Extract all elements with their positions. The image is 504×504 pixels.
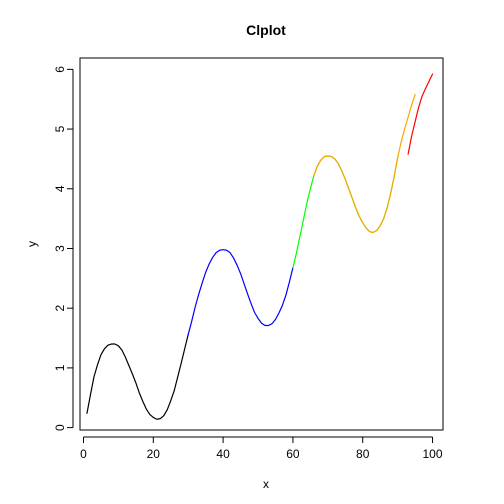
- x-tick-label: 0: [80, 447, 87, 461]
- y-tick-label: 2: [53, 305, 67, 312]
- series-group: [86, 73, 434, 420]
- y-tick-label: 4: [53, 185, 67, 192]
- x-tick-label: 80: [356, 447, 370, 461]
- x-tick-label: 100: [423, 447, 443, 461]
- chart-title: Clplot: [246, 22, 286, 38]
- series-line-2: [187, 249, 294, 336]
- y-tick-label: 5: [53, 125, 67, 132]
- series-line-4: [313, 93, 416, 233]
- y-axis-label: y: [25, 241, 39, 247]
- x-tick-label: 60: [286, 447, 300, 461]
- y-tick-label: 6: [53, 66, 67, 73]
- y-tick-label: 3: [53, 245, 67, 252]
- series-line-5: [407, 73, 434, 155]
- x-tick-label: 40: [216, 447, 230, 461]
- series-line-1: [86, 333, 189, 420]
- y-axis: 0 1 2 3 4 5 6: [53, 66, 74, 431]
- y-tick-label: 0: [53, 424, 67, 431]
- x-tick-label: 20: [147, 447, 161, 461]
- plot-box: [79, 57, 444, 431]
- x-axis-label: x: [263, 477, 269, 491]
- x-axis: 0 20 40 60 80 100: [80, 436, 443, 461]
- y-tick-label: 1: [53, 364, 67, 371]
